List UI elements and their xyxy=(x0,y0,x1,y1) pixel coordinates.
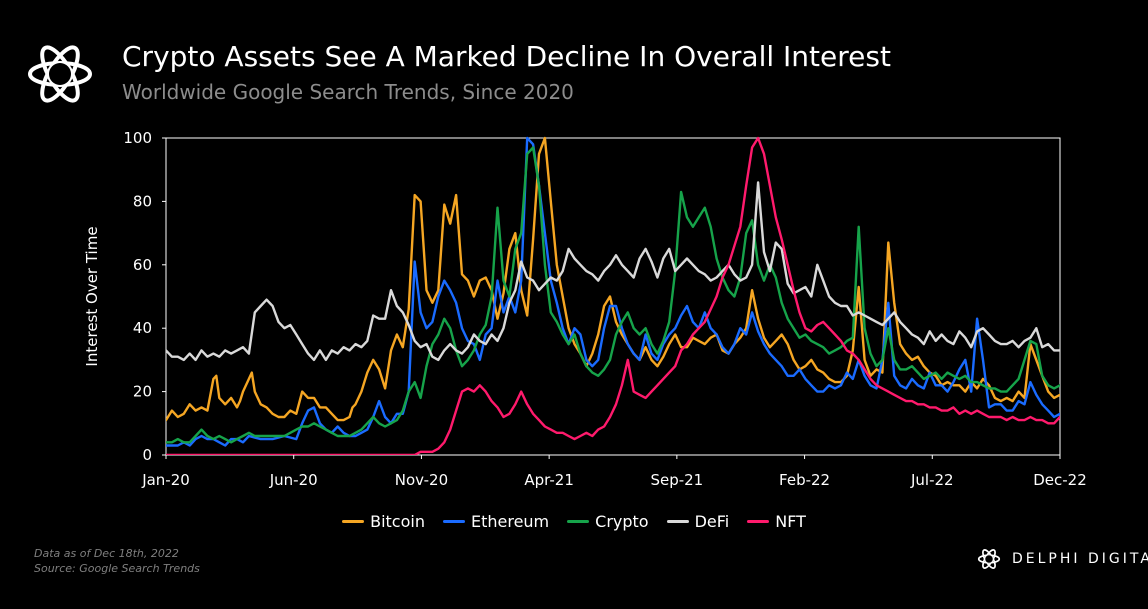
y-tick-label: 80 xyxy=(133,192,152,210)
brand: DELPHI DIGITAL xyxy=(976,546,1148,572)
y-tick-label: 0 xyxy=(142,446,152,464)
footnote: Data as of Dec 18th, 2022 Source: Google… xyxy=(34,546,200,576)
legend-item-ethereum: Ethereum xyxy=(442,512,550,531)
data-date-note: Data as of Dec 18th, 2022 xyxy=(34,547,179,560)
series-line-defi xyxy=(166,181,1060,362)
delphi-header-logo-icon xyxy=(28,45,92,103)
y-axis-label: Interest Over Time xyxy=(83,226,101,366)
x-tick-label: Sep-21 xyxy=(650,471,703,489)
x-tick-label: Feb-22 xyxy=(779,471,830,489)
delphi-logo-icon xyxy=(977,549,1001,569)
legend-label: Ethereum xyxy=(470,512,550,531)
y-tick-label: 60 xyxy=(133,256,152,274)
legend-label: Bitcoin xyxy=(370,512,425,531)
plot-frame xyxy=(165,137,1061,456)
x-tick-label: Apr-21 xyxy=(524,471,574,489)
series-line-ethereum xyxy=(166,136,1060,447)
brand-name: DELPHI DIGITAL xyxy=(1012,551,1148,567)
legend-label: NFT xyxy=(775,512,806,531)
source-note: Source: Google Search Trends xyxy=(34,562,200,575)
series-line-bitcoin xyxy=(166,136,1060,422)
series-line-crypto xyxy=(166,146,1060,444)
legend-item-bitcoin: Bitcoin xyxy=(342,512,425,531)
x-tick-label: Jan-20 xyxy=(141,471,190,489)
x-tick-label: Jul-22 xyxy=(910,471,954,489)
y-tick-label: 100 xyxy=(123,129,152,147)
x-tick-label: Dec-22 xyxy=(1033,471,1087,489)
legend-item-crypto: Crypto xyxy=(567,512,649,531)
series-line-nft xyxy=(166,136,1060,455)
legend-swatch xyxy=(342,520,365,523)
x-tick-label: Nov-20 xyxy=(395,471,448,489)
legend-item-defi: DeFi xyxy=(666,512,730,531)
legend-swatch xyxy=(747,520,770,523)
x-tick-label: Jun-20 xyxy=(269,471,318,489)
legend: Bitcoin Ethereum Crypto DeFi NFT xyxy=(0,512,1148,531)
legend-swatch xyxy=(442,520,465,523)
y-tick-label: 20 xyxy=(133,383,152,401)
legend-item-nft: NFT xyxy=(747,512,806,531)
legend-swatch xyxy=(666,520,689,523)
legend-label: DeFi xyxy=(694,512,730,531)
chart-title: Crypto Assets See A Marked Decline In Ov… xyxy=(122,40,891,73)
legend-label: Crypto xyxy=(595,512,649,531)
legend-swatch xyxy=(567,520,590,523)
chart-subtitle: Worldwide Google Search Trends, Since 20… xyxy=(122,80,574,104)
y-tick-label: 40 xyxy=(133,319,152,337)
